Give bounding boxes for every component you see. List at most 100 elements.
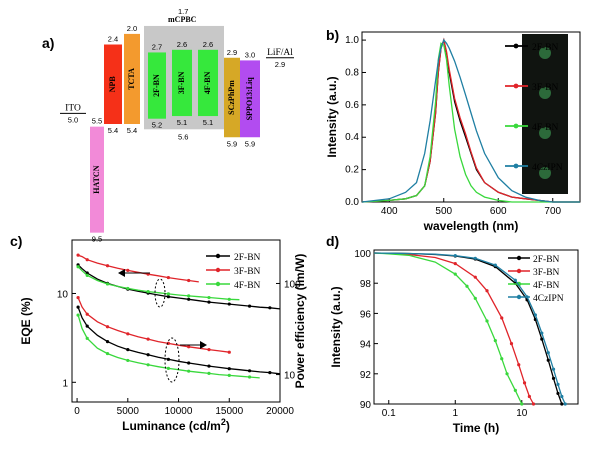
series-point-d [509,342,514,346]
series-point-c [227,367,231,371]
series-point-c [85,336,89,340]
series-point-d [500,316,504,320]
group-ellipse-eqe [154,278,166,308]
layer-block-sppo13:liq [240,60,260,138]
series-line-b-4czipn [361,38,580,203]
series-point-d [563,402,567,406]
panel-a-tag: a) [42,35,54,51]
series-point-d [493,338,497,343]
legend-label-d: 3F-BN [533,268,560,278]
series-point-c [268,371,272,375]
layer-block-2f-bn [148,52,166,119]
series-point-d [522,381,527,385]
series-point-d [485,289,489,293]
legend-label-d: 4F-BN [533,281,560,291]
panel-c-efficiency: c) 0 5000 10000 15000 20000 1 10 10 100 Luminance… [10,233,307,433]
layer-name-3f-bn: 3F-BN [177,71,186,94]
y-tick-label-b: 1.0 [345,35,359,46]
layer-lumo-value: 2.0 [127,24,137,33]
series-point-c [146,363,150,367]
legend-marker-b [513,163,519,169]
layer-homo-value: 5.9 [245,139,255,148]
legend-label-d: 4CzIPN [533,294,564,304]
layer-homo-value: 5.4 [108,126,118,135]
legend-marker-c [215,267,221,273]
layer-name-sczphpm: SCzPhPm [227,80,236,115]
legend-label-b: 2F-BN [532,43,559,53]
series-point-d [493,263,497,267]
y-tick-label-b: 0.2 [345,165,359,176]
plot-frame-d [373,249,579,405]
series-point-c [166,292,170,296]
layer-lumo-value: 2.4 [108,35,118,44]
series-point-c [126,347,130,352]
series-point-d [527,394,531,399]
x-tick-label-c: 15000 [215,406,243,417]
layer-lumo-value: 2.7 [152,42,162,51]
legend-marker-d [516,268,522,274]
series-point-d [453,253,457,258]
series-point-c [126,332,130,336]
series-point-c [166,275,170,280]
layer-name-tcta: TCTA [127,68,136,90]
series-point-d [453,261,457,266]
series-point-d [465,284,469,288]
electrode-level-lif-al: 2.9 [275,60,285,69]
host-homo-value: 5.6 [178,132,188,141]
series-point-d [520,402,524,406]
series-point-c [126,358,130,363]
series-point-c [146,337,150,341]
layer-name-4f-bn: 4F-BN [203,71,212,94]
device-glow-spot [539,47,551,59]
series-line-c-pe-4f-bn [77,314,260,379]
series-point-c [85,312,89,316]
series-point-c [247,304,252,308]
y-tick-label-d: 90 [360,400,372,411]
layer-block-npb [104,44,122,124]
series-point-d [540,337,544,341]
series-line-c-eqe-3f-bn [77,254,199,283]
y-tick-label-c-right: 10 [284,371,296,382]
series-point-d [517,363,521,367]
series-point-c [105,264,110,268]
series-point-d [551,367,556,371]
legend-marker-d [516,294,522,300]
layer-lumo-value: 2.6 [177,40,187,49]
series-point-c [166,366,170,370]
series-point-c [166,295,170,299]
y-tick-label-c-left: 1 [62,378,68,389]
series-point-c [187,297,191,301]
y-axis-label-b: Intensity (a.u.) [325,76,339,157]
y-axis-label-c-right: Power efficiency (lm/W) [293,254,307,389]
layer-name-npb: NPB [108,76,117,93]
layer-name-sppo13:liq: SPPO13:Liq [245,77,254,121]
series-point-c [227,350,231,354]
series-point-c [268,306,272,310]
device-glow-spot [539,167,551,179]
device-glow-spot [539,87,551,99]
layer-homo-value: 5.9 [227,139,237,148]
series-point-c [76,265,80,269]
layer-block-sczphpm [224,57,240,138]
panel-b-el-spectra: b) 400 500 600 700 0.0 0.2 0.4 0.6 0.8 1.0 wavelen… [325,27,581,233]
layer-homo-value: 5.2 [152,121,162,130]
y-tick-label-c-right: 100 [284,279,301,290]
electrode-level-ito: 5.0 [68,115,78,124]
x-tick-label-b: 400 [381,206,398,217]
series-point-c [105,282,110,286]
legend-label-c: 4F-BN [234,281,261,291]
layer-block-4f-bn [198,49,218,117]
panel-b-tag: b) [326,27,339,43]
series-point-c [85,324,89,328]
panel-c-tag: c) [10,233,22,249]
series-point-c [105,340,110,344]
arrow-head-eqe [118,269,125,277]
layer-lumo-value: 2.9 [227,48,237,57]
y-axis-label-d: Intensity (a.u.) [329,286,343,367]
x-tick-label-d: 0.1 [382,408,396,419]
series-point-c [105,351,110,356]
layer-homo-value: 5.1 [203,118,213,127]
series-point-c [146,353,150,357]
